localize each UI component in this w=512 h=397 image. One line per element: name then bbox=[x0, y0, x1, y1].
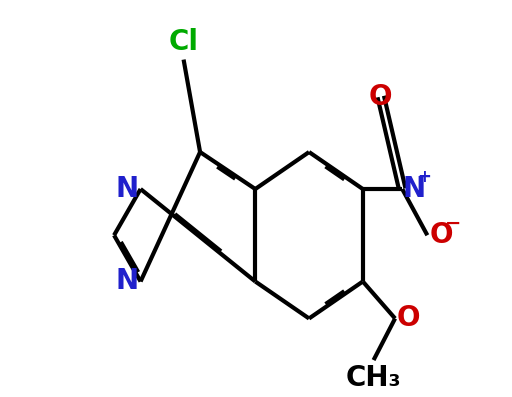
Text: CH₃: CH₃ bbox=[346, 364, 401, 392]
Text: −: − bbox=[445, 214, 461, 233]
Text: O: O bbox=[429, 221, 453, 249]
Text: Cl: Cl bbox=[168, 28, 199, 56]
Text: +: + bbox=[418, 168, 432, 186]
Text: N: N bbox=[116, 175, 139, 203]
Text: N: N bbox=[116, 268, 139, 295]
Text: O: O bbox=[369, 83, 393, 111]
Text: O: O bbox=[397, 304, 420, 332]
Text: N: N bbox=[402, 175, 425, 203]
